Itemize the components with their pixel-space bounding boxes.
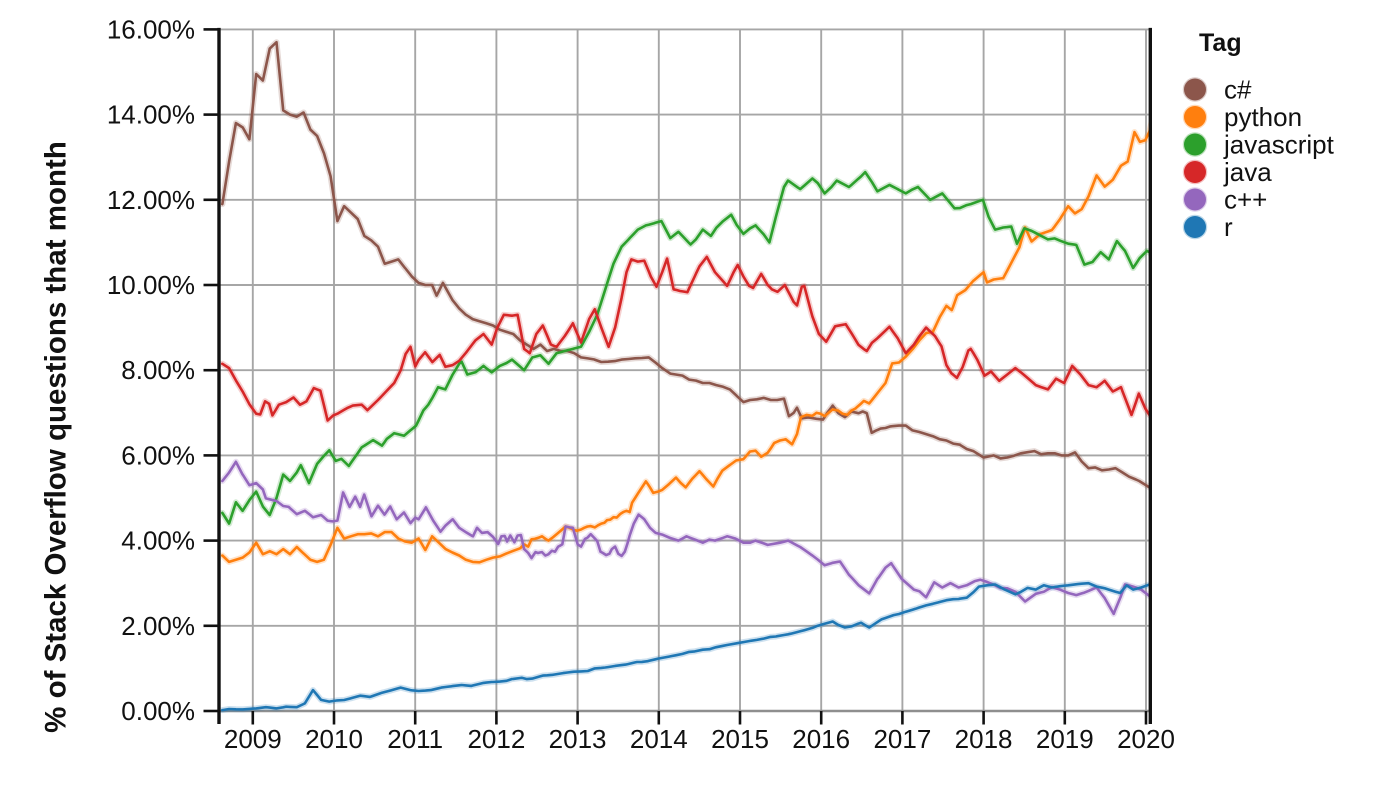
svg-text:2017: 2017 bbox=[873, 724, 931, 754]
svg-text:14.00%: 14.00% bbox=[107, 100, 195, 130]
svg-text:16.00%: 16.00% bbox=[107, 14, 195, 44]
svg-text:2010: 2010 bbox=[305, 724, 363, 754]
svg-text:8.00%: 8.00% bbox=[121, 355, 195, 385]
svg-text:2014: 2014 bbox=[630, 724, 688, 754]
svg-text:2.00%: 2.00% bbox=[121, 611, 195, 641]
svg-text:java: java bbox=[1223, 157, 1272, 187]
svg-text:2013: 2013 bbox=[549, 724, 607, 754]
svg-text:2011: 2011 bbox=[387, 724, 443, 754]
svg-text:python: python bbox=[1224, 102, 1302, 132]
svg-text:Tag: Tag bbox=[1199, 29, 1242, 57]
svg-text:6.00%: 6.00% bbox=[121, 440, 195, 470]
svg-text:4.00%: 4.00% bbox=[121, 526, 195, 556]
svg-text:2009: 2009 bbox=[224, 724, 282, 754]
svg-text:2012: 2012 bbox=[467, 724, 525, 754]
svg-text:2020: 2020 bbox=[1117, 724, 1175, 754]
svg-text:r: r bbox=[1224, 212, 1233, 242]
svg-text:c++: c++ bbox=[1224, 185, 1267, 215]
svg-text:2016: 2016 bbox=[792, 724, 850, 754]
svg-text:0.00%: 0.00% bbox=[121, 696, 195, 726]
svg-text:12.00%: 12.00% bbox=[107, 185, 195, 215]
svg-text:10.00%: 10.00% bbox=[107, 270, 195, 300]
svg-text:% of Stack Overflow questions: % of Stack Overflow questions that month bbox=[40, 141, 73, 733]
svg-text:javascript: javascript bbox=[1223, 130, 1335, 160]
svg-text:2015: 2015 bbox=[711, 724, 769, 754]
svg-text:2019: 2019 bbox=[1036, 724, 1094, 754]
svg-text:c#: c# bbox=[1224, 75, 1252, 105]
svg-text:2018: 2018 bbox=[955, 724, 1013, 754]
